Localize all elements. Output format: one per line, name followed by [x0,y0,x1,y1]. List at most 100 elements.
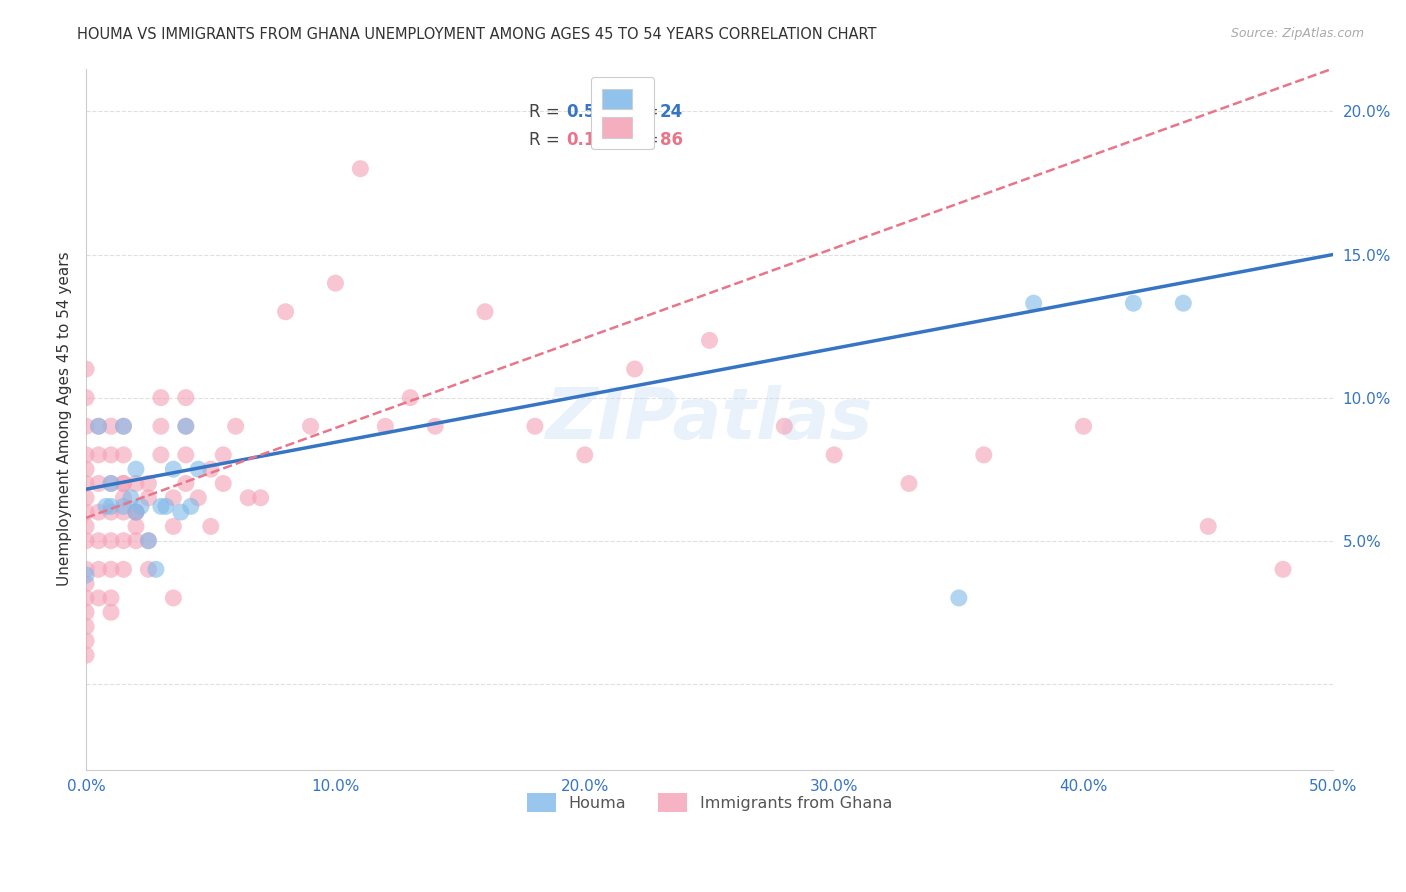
Text: HOUMA VS IMMIGRANTS FROM GHANA UNEMPLOYMENT AMONG AGES 45 TO 54 YEARS CORRELATIO: HOUMA VS IMMIGRANTS FROM GHANA UNEMPLOYM… [77,27,877,42]
Point [87,505,110,519]
Point [112,500,135,514]
Point [112,562,135,576]
Point [170,505,193,519]
Point [145,562,167,576]
Point [138,533,160,548]
Text: R =: R = [529,103,565,121]
Point [474,305,496,319]
Point [87,591,110,605]
Text: R =: R = [529,131,565,149]
Text: ZIPatlas: ZIPatlas [546,384,873,454]
Point [87,448,110,462]
Point [100,500,122,514]
Point [149,419,172,434]
Point [138,562,160,576]
Point [75,533,97,548]
Point [125,505,148,519]
Text: 86: 86 [659,131,682,149]
Point [75,462,97,476]
Point [187,491,209,505]
Point [200,519,222,533]
Point [187,462,209,476]
Text: Source: ZipAtlas.com: Source: ZipAtlas.com [1230,27,1364,40]
Point [112,533,135,548]
Point [773,419,796,434]
Point [112,419,135,434]
Point [75,491,97,505]
Point [87,419,110,434]
Point [574,448,596,462]
Point [174,448,197,462]
Point [112,476,135,491]
Text: N =: N = [627,103,664,121]
Point [75,419,97,434]
Point [523,419,546,434]
Point [249,491,271,505]
Text: 0.594: 0.594 [567,103,619,121]
Point [155,500,177,514]
Point [1022,296,1045,310]
Point [1272,562,1295,576]
Point [1197,519,1219,533]
Point [100,533,122,548]
Point [948,591,970,605]
Point [823,448,845,462]
Point [100,476,122,491]
Point [87,419,110,434]
Point [75,476,97,491]
Point [112,505,135,519]
Point [125,505,148,519]
Point [1073,419,1095,434]
Point [236,491,259,505]
Point [125,505,148,519]
Point [162,491,184,505]
Text: 0.153: 0.153 [567,131,619,149]
Point [1122,296,1144,310]
Point [75,562,97,576]
Text: N =: N = [627,131,664,149]
Point [75,605,97,619]
Point [112,476,135,491]
Point [75,362,97,376]
Text: 24: 24 [659,103,683,121]
Point [100,476,122,491]
Point [973,448,995,462]
Point [162,462,184,476]
Legend: Houma, Immigrants from Ghana: Houma, Immigrants from Ghana [515,780,905,825]
Point [125,533,148,548]
Point [174,391,197,405]
Point [100,591,122,605]
Point [87,562,110,576]
Point [87,476,110,491]
Point [125,476,148,491]
Point [349,161,371,176]
Point [75,619,97,633]
Y-axis label: Unemployment Among Ages 45 to 54 years: Unemployment Among Ages 45 to 54 years [58,252,72,586]
Point [100,419,122,434]
Point [75,505,97,519]
Point [75,591,97,605]
Point [100,448,122,462]
Point [112,419,135,434]
Point [75,576,97,591]
Point [100,505,122,519]
Point [100,562,122,576]
Point [138,533,160,548]
Point [623,362,645,376]
Point [1173,296,1195,310]
Point [174,419,197,434]
Point [75,391,97,405]
Point [94,500,117,514]
Point [162,591,184,605]
Point [75,633,97,648]
Point [425,419,447,434]
Point [162,519,184,533]
Point [75,568,97,582]
Point [225,419,247,434]
Point [699,334,721,348]
Point [149,448,172,462]
Point [299,419,322,434]
Point [138,476,160,491]
Point [75,519,97,533]
Point [374,419,396,434]
